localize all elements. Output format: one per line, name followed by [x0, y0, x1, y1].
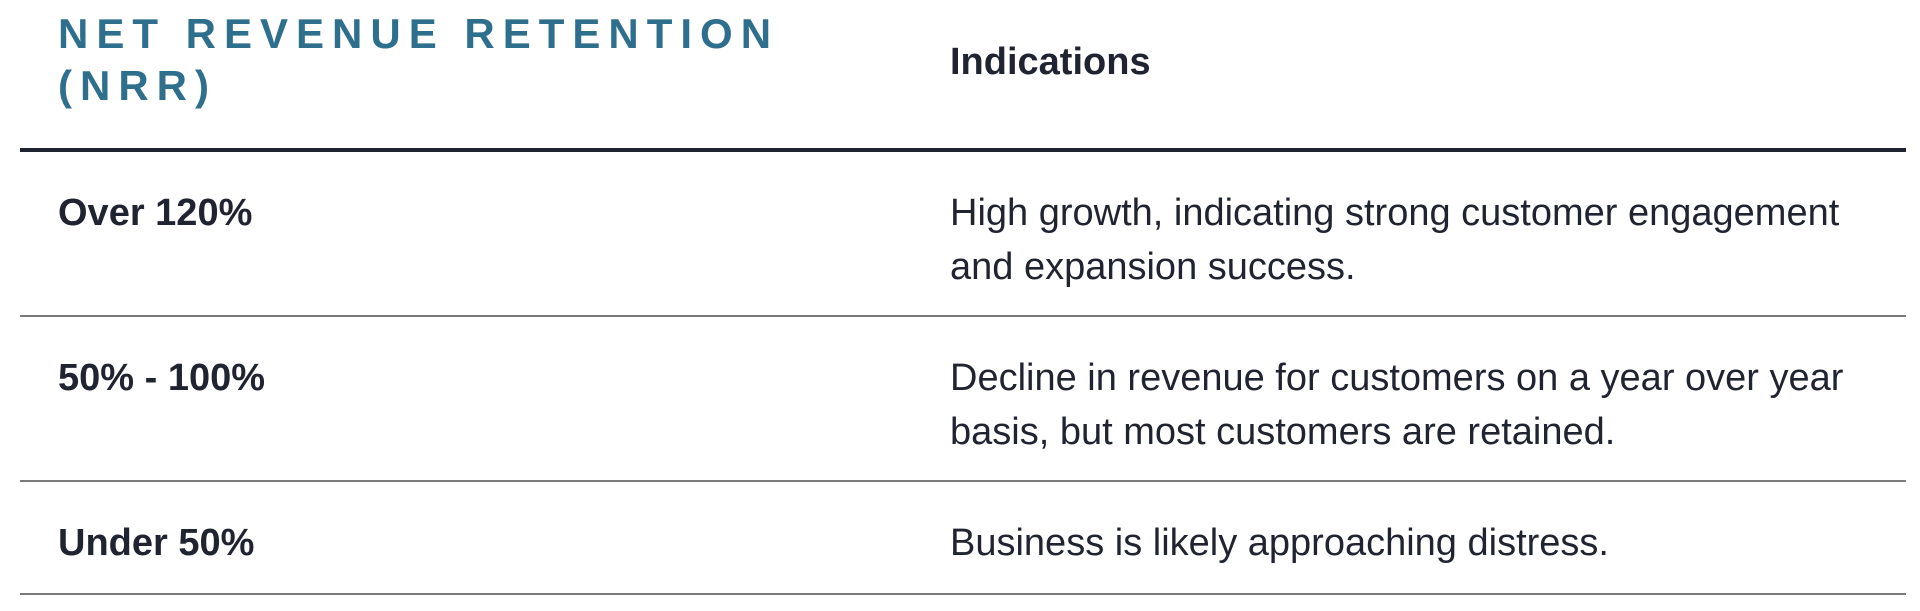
table-row: 50% - 100% Decline in revenue for custom… — [20, 317, 1906, 482]
indication-cell: High growth, indicating strong customer … — [950, 192, 1840, 288]
nrr-table: NET REVENUE RETENTION (NRR) Indications … — [20, 0, 1906, 595]
indication-cell: Business is likely approaching distress. — [950, 522, 1609, 564]
nrr-range-cell: Over 120% — [58, 192, 253, 234]
nrr-range-cell: Under 50% — [58, 522, 255, 564]
table-row: Over 120% High growth, indicating strong… — [20, 152, 1906, 317]
column-header-nrr: NET REVENUE RETENTION (NRR) — [58, 8, 779, 112]
nrr-range-cell: 50% - 100% — [58, 357, 266, 399]
column-header-nrr-line-1: NET REVENUE RETENTION — [58, 10, 780, 57]
table-header-row: NET REVENUE RETENTION (NRR) Indications — [20, 0, 1906, 152]
column-header-indications: Indications — [950, 41, 1151, 83]
column-header-nrr-line-2: (NRR) — [58, 62, 217, 109]
indication-cell: Decline in revenue for customers on a ye… — [950, 357, 1844, 453]
table-row: Under 50% Business is likely approaching… — [20, 482, 1906, 595]
